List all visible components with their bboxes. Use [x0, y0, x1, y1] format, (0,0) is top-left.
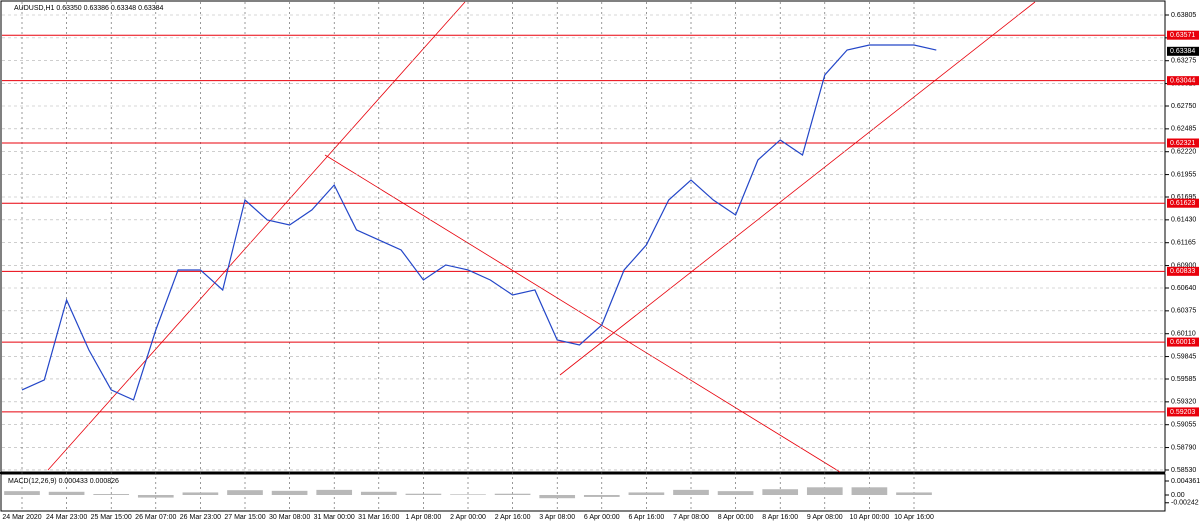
x-tick-label: 2 Apr 00:00	[450, 514, 486, 521]
macd-bar	[851, 487, 888, 496]
x-tick-label: 9 Apr 08:00	[807, 514, 843, 521]
macd-bar	[450, 494, 486, 496]
x-tick-label: 25 Mar 15:00	[91, 514, 132, 521]
macd-bar	[762, 489, 799, 496]
macd-bar	[316, 489, 353, 496]
macd-bar	[271, 490, 308, 496]
x-tick-label: 24 Mar 23:00	[46, 514, 87, 521]
price-tag	[1167, 46, 1199, 56]
y-tick-label: 0.63805	[1171, 12, 1196, 19]
macd-bar	[4, 491, 40, 496]
x-tick-label: 8 Apr 00:00	[718, 514, 754, 521]
y-tick-label: 0.59845	[1171, 353, 1196, 360]
y-tick-label: 0.60110	[1171, 331, 1196, 338]
x-tick-label: 24 Mar 2020	[2, 514, 41, 521]
x-tick-label: 2 Apr 16:00	[495, 514, 531, 521]
level-tag-label: 0.61623	[1170, 200, 1195, 207]
macd-bar	[48, 491, 85, 496]
trend-line	[324, 154, 841, 473]
x-tick-label: 7 Apr 08:00	[673, 514, 709, 521]
price-tag-label: 0.63384	[1170, 48, 1195, 55]
macd-bar	[806, 487, 843, 496]
macd-bar	[227, 490, 263, 496]
y-tick-label: 0.62750	[1171, 103, 1196, 110]
y-tick-label: 0.59585	[1171, 376, 1196, 383]
x-tick-label: 8 Apr 16:00	[762, 514, 798, 521]
macd-bar	[137, 495, 174, 498]
y-tick-label: 0.58530	[1171, 467, 1196, 474]
macd-bar	[494, 493, 531, 496]
macd-bar	[360, 491, 397, 496]
level-tag	[1167, 407, 1199, 417]
level-tag	[1167, 266, 1199, 276]
level-tag	[1167, 30, 1199, 40]
y-tick-label: 0.61695	[1171, 194, 1196, 201]
y-tick-label: 0.62220	[1171, 149, 1196, 156]
price-line	[21, 44, 937, 401]
y-tick-label: 0.63275	[1171, 58, 1196, 65]
chart-title: AUDUSD,H1 0.63350 0.63386 0.63348 0.6338…	[14, 5, 164, 12]
y-tick-label: 0.60375	[1171, 308, 1196, 315]
y-tick-label: 0.004361	[1171, 478, 1200, 485]
trend-line	[47, 1, 466, 471]
y-tick-label: -0.00242	[1171, 500, 1199, 507]
x-tick-label: 1 Apr 08:00	[405, 514, 441, 521]
level-tag	[1167, 337, 1199, 347]
x-tick-label: 26 Mar 07:00	[135, 514, 176, 521]
macd-bar	[182, 492, 219, 496]
level-tag-label: 0.60013	[1170, 339, 1195, 346]
y-tick-label: 0.61165	[1171, 240, 1196, 247]
level-tag	[1167, 138, 1199, 148]
level-tag-label: 0.62321	[1170, 140, 1195, 147]
level-tag-label: 0.59203	[1170, 409, 1195, 416]
y-tick-label: 0.61955	[1171, 171, 1196, 178]
level-tag	[1167, 76, 1199, 86]
macd-bar	[673, 489, 709, 496]
y-tick-label: 0.62485	[1171, 126, 1196, 133]
macd-bar	[628, 492, 665, 496]
x-tick-label: 31 Mar 16:00	[358, 514, 399, 521]
macd-bar	[896, 492, 932, 496]
macd-bar	[717, 491, 754, 496]
trend-line	[559, 1, 1036, 376]
macd-bar	[93, 494, 130, 496]
level-tag	[1167, 198, 1199, 208]
level-tag-label: 0.63044	[1170, 77, 1195, 84]
macd-bar	[539, 495, 576, 499]
y-tick-label: 0.59320	[1171, 399, 1196, 406]
y-tick-label: 0.61430	[1171, 217, 1196, 224]
x-tick-label: 10 Apr 16:00	[894, 514, 934, 521]
x-tick-label: 26 Mar 23:00	[180, 514, 221, 521]
macd-bar	[583, 495, 620, 497]
x-tick-label: 6 Apr 16:00	[628, 514, 664, 521]
y-tick-label: 0.60900	[1171, 262, 1196, 269]
level-tag-label: 0.60833	[1170, 268, 1195, 275]
x-tick-label: 27 Mar 15:00	[224, 514, 265, 521]
y-tick-label: 0.00	[1171, 492, 1185, 499]
y-tick-label: 0.60640	[1171, 285, 1196, 292]
x-tick-label: 30 Mar 08:00	[269, 514, 310, 521]
x-tick-label: 6 Apr 00:00	[584, 514, 620, 521]
macd-title: MACD(12,26,9) 0.000433 0.000826	[8, 478, 119, 485]
macd-bar	[405, 493, 442, 496]
x-tick-label: 31 Mar 00:00	[314, 514, 355, 521]
y-tick-label: 0.59055	[1171, 422, 1196, 429]
level-tag-label: 0.63571	[1170, 32, 1195, 39]
y-tick-label: 0.58790	[1171, 444, 1196, 451]
x-tick-label: 10 Apr 00:00	[850, 514, 890, 521]
x-tick-label: 3 Apr 08:00	[539, 514, 575, 521]
